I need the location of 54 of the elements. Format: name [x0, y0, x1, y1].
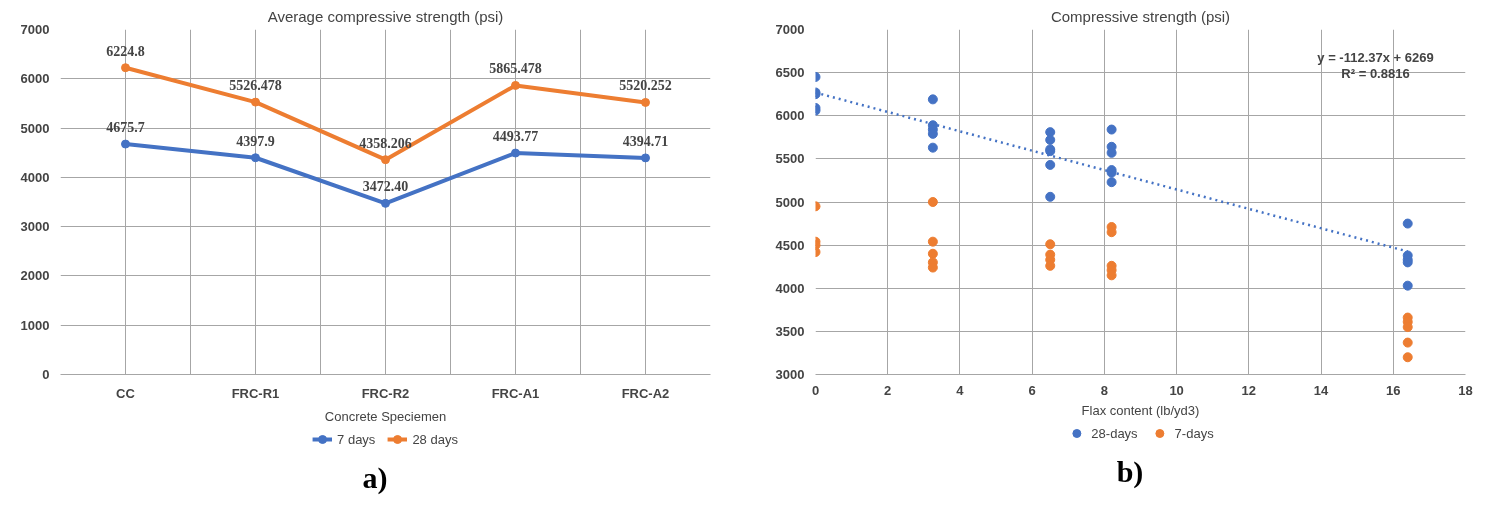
y-tick-label: 7000: [20, 22, 50, 37]
data-label: 5865.478: [489, 61, 542, 77]
y-tick-label: 2000: [20, 268, 50, 284]
y-tick-label: 4000: [775, 280, 805, 296]
y-tick-label: 7000: [775, 22, 805, 37]
data-label: 3472.40: [362, 179, 409, 195]
y-tick-label: 5000: [775, 194, 805, 210]
data-label: 6224.8: [106, 43, 145, 59]
y-tick-label: 3500: [775, 323, 805, 339]
text: b): [1116, 454, 1144, 490]
x-tick-label: 16: [1386, 382, 1401, 398]
x-tick-label: 10: [1169, 382, 1184, 398]
x-axis-title: Concrete Speciemen: [324, 408, 447, 424]
legend-label: 7-days: [1174, 425, 1214, 441]
x-tick-label: 0: [811, 382, 820, 398]
legend-label: 28 days: [412, 431, 458, 447]
y-tick-label: 1000: [20, 317, 50, 333]
y-tick-label: 4000: [20, 169, 50, 185]
y-tick-label: 0: [42, 367, 50, 382]
y-tick-label: 3000: [20, 219, 50, 235]
x-tick-label: 2: [884, 382, 892, 398]
y-tick-label: 5000: [20, 120, 50, 136]
y-tick-label: 6000: [20, 71, 50, 87]
y-tick-label: 6500: [775, 65, 805, 81]
x-tick-label: FRC-R1: [231, 385, 280, 401]
data-label: 4397.9: [236, 133, 275, 149]
data-label: 4394.71: [622, 133, 669, 149]
x-tick-label: 18: [1458, 382, 1473, 398]
y-tick-label: 3000: [775, 367, 805, 382]
data-label: 5520.252: [619, 78, 672, 94]
x-axis-title: Flax content (lb/yd3): [1081, 402, 1200, 418]
legend-label: 7 days: [337, 431, 376, 447]
x-tick-label: FRC-A2: [621, 385, 670, 401]
y-tick-label: 6000: [775, 108, 805, 124]
x-tick-label: FRC-R2: [361, 385, 410, 401]
x-tick-label: 8: [1100, 382, 1109, 398]
x-tick-label: CC: [116, 385, 136, 401]
text: a): [362, 460, 388, 496]
chart-title: Average compressive strength (psi): [267, 7, 504, 25]
x-tick-label: 6: [1028, 382, 1036, 398]
y-tick-label: 4500: [775, 237, 805, 253]
x-tick-label: 12: [1241, 382, 1257, 398]
y-tick-label: 5500: [775, 151, 805, 167]
chart-title: Compressive strength (psi): [1050, 7, 1231, 25]
data-label: 5526.478: [229, 78, 282, 94]
x-tick-label: FRC-A1: [491, 385, 540, 401]
legend-label: 28-days: [1091, 425, 1138, 441]
data-label: 4358.206: [359, 135, 412, 151]
annotation: y = -112.37x + 6269: [1317, 49, 1434, 65]
x-tick-label: 14: [1313, 382, 1330, 398]
data-label: 4675.7: [106, 120, 145, 136]
annotation: R² = 0.8816: [1341, 65, 1410, 81]
data-label: 4493.77: [492, 129, 539, 145]
x-tick-label: 4: [956, 382, 965, 398]
